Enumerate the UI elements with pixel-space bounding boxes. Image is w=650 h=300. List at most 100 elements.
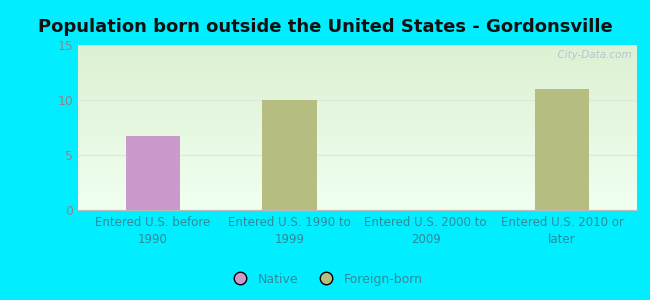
Bar	[78, 55, 637, 56]
Bar	[78, 169, 637, 170]
Bar	[78, 126, 637, 127]
Bar	[78, 82, 637, 83]
Bar	[78, 116, 637, 117]
Bar	[78, 152, 637, 153]
Bar	[78, 151, 637, 152]
Bar	[78, 53, 637, 54]
Bar	[78, 175, 637, 176]
Bar	[78, 122, 637, 123]
Bar	[78, 200, 637, 201]
Bar	[78, 104, 637, 105]
Bar	[78, 57, 637, 58]
Bar	[78, 80, 637, 81]
Bar	[78, 205, 637, 206]
Bar	[78, 168, 637, 169]
Bar	[78, 66, 637, 67]
Bar	[78, 190, 637, 191]
Bar	[78, 153, 637, 154]
Bar	[78, 82, 637, 83]
Bar	[78, 125, 637, 126]
Bar	[78, 61, 637, 62]
Bar	[78, 65, 637, 66]
Bar	[78, 130, 637, 131]
Bar	[78, 138, 637, 139]
Bar	[78, 93, 637, 94]
Bar	[78, 134, 637, 135]
Bar	[78, 197, 637, 198]
Bar	[78, 60, 637, 61]
Bar	[78, 144, 637, 145]
Bar	[78, 165, 637, 166]
Bar	[78, 51, 637, 52]
Bar	[78, 173, 637, 174]
Bar	[78, 132, 637, 133]
Bar	[78, 83, 637, 84]
Bar	[78, 147, 637, 148]
Bar	[78, 75, 637, 76]
Bar	[78, 188, 637, 189]
Bar	[78, 172, 637, 173]
Bar	[78, 56, 637, 57]
Bar	[78, 194, 637, 195]
Bar	[78, 204, 637, 205]
Bar	[78, 139, 637, 140]
Bar	[78, 76, 637, 77]
Bar	[78, 111, 637, 112]
Bar	[78, 208, 637, 209]
Bar	[78, 99, 637, 100]
Bar	[78, 70, 637, 71]
Bar	[78, 135, 637, 136]
Bar	[78, 124, 637, 125]
Bar	[78, 90, 637, 91]
Bar	[78, 183, 637, 184]
Bar	[78, 115, 637, 116]
Bar	[78, 100, 637, 101]
Bar	[78, 95, 637, 96]
Bar	[78, 71, 637, 72]
Bar	[78, 202, 637, 203]
Bar	[78, 209, 637, 210]
Bar	[78, 96, 637, 97]
Bar	[78, 98, 637, 99]
Bar	[78, 89, 637, 90]
Bar	[78, 156, 637, 157]
Bar	[78, 49, 637, 50]
Bar	[78, 107, 637, 108]
Bar	[78, 120, 637, 121]
Bar	[78, 63, 637, 64]
Bar	[78, 103, 637, 104]
Bar	[78, 101, 637, 102]
Bar	[78, 140, 637, 141]
Legend: Native, Foreign-born: Native, Foreign-born	[223, 268, 427, 291]
Bar	[78, 48, 637, 49]
Bar	[78, 58, 637, 59]
Bar	[78, 119, 637, 120]
Bar	[78, 150, 637, 151]
Bar	[78, 121, 637, 122]
Bar	[78, 196, 637, 197]
Bar	[78, 68, 637, 69]
Bar	[78, 159, 637, 160]
Bar	[78, 189, 637, 190]
Bar	[78, 176, 637, 177]
Bar	[78, 149, 637, 150]
Bar	[78, 148, 637, 149]
Bar	[78, 169, 637, 170]
Bar	[78, 74, 637, 75]
Bar	[78, 136, 637, 137]
Bar	[78, 191, 637, 192]
Bar	[78, 203, 637, 204]
Text: Population born outside the United States - Gordonsville: Population born outside the United State…	[38, 18, 612, 36]
Bar	[78, 54, 637, 55]
Text: City-Data.com: City-Data.com	[551, 50, 631, 60]
Bar	[78, 69, 637, 70]
Bar	[78, 112, 637, 113]
Bar	[78, 59, 637, 60]
Bar	[78, 79, 637, 80]
Bar	[78, 163, 637, 164]
Bar	[78, 94, 637, 95]
Bar	[78, 62, 637, 63]
Bar	[78, 161, 637, 162]
Bar	[78, 201, 637, 202]
Bar	[78, 154, 637, 155]
